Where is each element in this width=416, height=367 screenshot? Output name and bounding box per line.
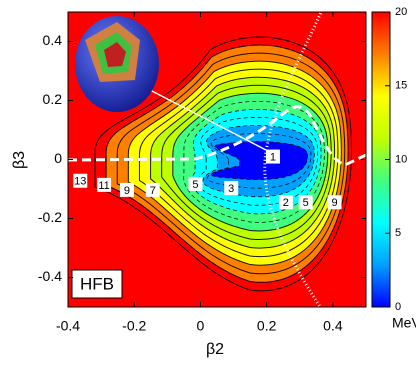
contour-label-box bbox=[119, 182, 134, 197]
y-tick-label: 0.2 bbox=[43, 91, 63, 107]
x-tick-label: 0.2 bbox=[257, 318, 277, 334]
annotation: HFB bbox=[80, 274, 114, 293]
x-tick-label: -0.2 bbox=[122, 318, 146, 334]
colorbar-tick-label: 0 bbox=[395, 301, 401, 313]
contour-label-box bbox=[73, 173, 88, 188]
contour-label-box bbox=[188, 176, 203, 191]
contour-label-box bbox=[327, 195, 342, 210]
colorbar-tick-label: 15 bbox=[395, 80, 407, 92]
contour-label: 9 bbox=[124, 185, 130, 197]
fission-paths bbox=[68, 12, 366, 307]
contour-label: 5 bbox=[303, 197, 309, 209]
x-tick-label: 0.4 bbox=[323, 318, 343, 334]
contour-label: 3 bbox=[228, 183, 234, 195]
contour-label-box bbox=[97, 177, 112, 192]
colorbar-tick-label: 10 bbox=[395, 153, 407, 165]
contour-label: 2 bbox=[283, 197, 289, 209]
y-tick-label: 0 bbox=[54, 150, 62, 166]
x-tick-label: 0 bbox=[197, 318, 205, 334]
x-axis-label: β2 bbox=[206, 341, 224, 358]
contour-label-box bbox=[278, 195, 293, 210]
contour-label-box bbox=[224, 181, 239, 196]
surface-band bbox=[210, 141, 308, 180]
colorbar-tick-label: 5 bbox=[395, 227, 401, 239]
contour-label: 13 bbox=[74, 176, 86, 188]
y-tick-label: 0.4 bbox=[43, 32, 63, 48]
contour-label: 1 bbox=[270, 151, 276, 163]
annotation-box bbox=[71, 269, 123, 299]
y-tick-label: -0.2 bbox=[38, 209, 62, 225]
contour-label: 5 bbox=[192, 179, 198, 191]
inset-nucleus bbox=[75, 16, 267, 151]
contour-label-box bbox=[298, 195, 313, 210]
contour-label: 7 bbox=[150, 185, 156, 197]
contour-label: 11 bbox=[98, 180, 109, 192]
x-tick-label: -0.4 bbox=[56, 318, 80, 334]
contour-label-box bbox=[145, 182, 160, 197]
contour-label: 9 bbox=[331, 197, 337, 209]
contour-label-box bbox=[265, 149, 280, 164]
colorbar-tick-label: 20 bbox=[395, 6, 407, 18]
y-tick-label: -0.4 bbox=[38, 268, 62, 284]
y-axis-label: β3 bbox=[11, 151, 28, 169]
colorbar-label: MeV bbox=[392, 315, 416, 331]
